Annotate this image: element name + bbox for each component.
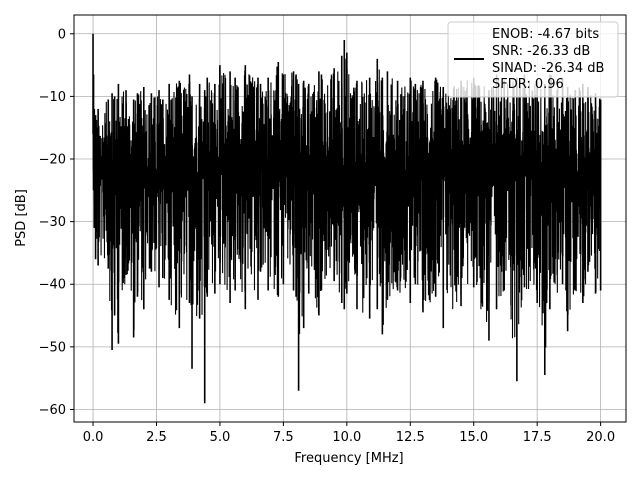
y-tick-label: −40 — [39, 278, 66, 293]
y-tick-label: −60 — [39, 403, 66, 418]
axes — [73, 14, 627, 423]
x-ticks: 0.0 2.5 5.0 7.5 10.0 12.5 15.0 17.5 20.0 — [83, 422, 615, 445]
y-ticks: 0 −10 −20 −30 −40 −50 −60 — [39, 27, 74, 418]
y-tick-label: −10 — [39, 90, 66, 105]
legend-enob: ENOB: -4.67 bits — [492, 27, 599, 42]
x-tick-label: 0.0 — [83, 430, 104, 445]
x-tick-label: 12.5 — [396, 430, 425, 445]
legend-snr: SNR: -26.33 dB — [492, 44, 590, 59]
y-tick-label: −30 — [39, 215, 66, 230]
x-tick-label: 20.0 — [586, 430, 615, 445]
legend-sinad: SINAD: -26.34 dB — [492, 61, 604, 76]
plot-area — [92, 33, 602, 404]
x-tick-label: 2.5 — [146, 430, 167, 445]
axes-frame — [73, 14, 627, 423]
y-tick-label: −20 — [39, 153, 66, 168]
x-tick-label: 7.5 — [273, 430, 294, 445]
legend: ENOB: -4.67 bits SNR: -26.33 dB SINAD: -… — [447, 21, 619, 98]
legend-box — [447, 21, 619, 98]
x-tick-label: 17.5 — [523, 430, 552, 445]
legend-sfdr: SFDR: 0.96 — [492, 77, 564, 92]
x-tick-label: 10.0 — [332, 430, 361, 445]
y-tick-label: −50 — [39, 340, 66, 355]
x-tick-label: 5.0 — [210, 430, 231, 445]
x-tick-label: 15.0 — [459, 430, 488, 445]
psd-series — [92, 33, 602, 404]
y-tick-label: 0 — [58, 27, 66, 42]
y-axis-title: PSD [dB] — [14, 189, 29, 247]
x-axis-title: Frequency [MHz] — [294, 451, 403, 466]
